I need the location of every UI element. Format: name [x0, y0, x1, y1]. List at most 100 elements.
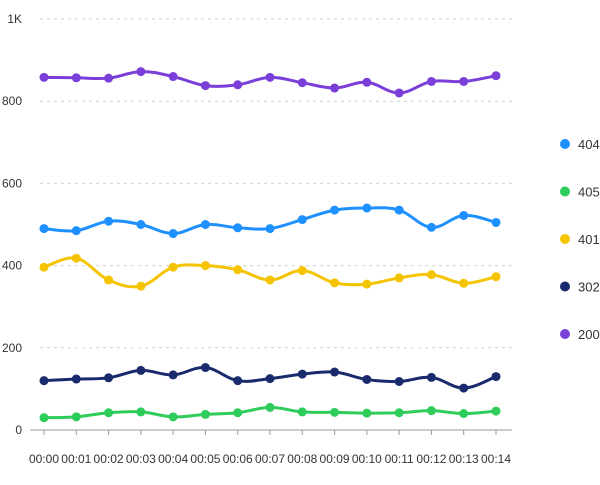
data-point[interactable]: [362, 374, 372, 384]
y-tick-label: 800: [2, 94, 22, 108]
legend-item-405[interactable]: 405: [560, 185, 600, 200]
data-point[interactable]: [104, 373, 114, 383]
data-point[interactable]: [330, 205, 340, 215]
data-point[interactable]: [265, 72, 275, 82]
data-point[interactable]: [426, 76, 436, 86]
data-point[interactable]: [426, 270, 436, 280]
data-point[interactable]: [265, 224, 275, 234]
data-point[interactable]: [39, 376, 49, 386]
data-point[interactable]: [297, 78, 307, 88]
data-point[interactable]: [104, 216, 114, 226]
data-point[interactable]: [39, 224, 49, 234]
data-point[interactable]: [362, 408, 372, 418]
x-tick-label: 00:03: [126, 452, 156, 466]
x-tick-label: 00:05: [190, 452, 220, 466]
x-tick-label: 00:10: [352, 452, 382, 466]
legend-label: 404: [578, 137, 600, 152]
data-point[interactable]: [71, 374, 81, 384]
data-point[interactable]: [168, 412, 178, 422]
data-point[interactable]: [104, 275, 114, 285]
legend-item-401[interactable]: 401: [560, 232, 600, 247]
data-point[interactable]: [459, 409, 469, 419]
data-point[interactable]: [491, 217, 501, 227]
data-point[interactable]: [265, 402, 275, 412]
data-point[interactable]: [491, 272, 501, 282]
series-layer: [39, 67, 501, 423]
data-point[interactable]: [330, 407, 340, 417]
data-point[interactable]: [71, 73, 81, 83]
data-point[interactable]: [39, 262, 49, 272]
data-point[interactable]: [168, 370, 178, 380]
y-tick-label: 200: [2, 341, 22, 355]
data-point[interactable]: [200, 220, 210, 229]
y-tick-label: 0: [15, 423, 22, 437]
data-point[interactable]: [394, 377, 404, 387]
data-point[interactable]: [168, 229, 178, 239]
legend-item-404[interactable]: 404: [560, 137, 600, 152]
data-point[interactable]: [200, 409, 210, 419]
data-point[interactable]: [233, 265, 243, 275]
data-point[interactable]: [168, 72, 178, 82]
data-point[interactable]: [265, 374, 275, 384]
data-point[interactable]: [330, 367, 340, 377]
x-tick-label: 00:08: [287, 452, 317, 466]
data-point[interactable]: [200, 261, 210, 271]
data-point[interactable]: [426, 222, 436, 232]
legend-marker: [560, 281, 570, 292]
data-point[interactable]: [459, 278, 469, 288]
data-point[interactable]: [39, 413, 49, 423]
data-point[interactable]: [136, 281, 146, 291]
data-point[interactable]: [426, 406, 436, 416]
data-point[interactable]: [71, 226, 81, 236]
data-point[interactable]: [136, 407, 146, 417]
data-point[interactable]: [297, 369, 307, 379]
data-point[interactable]: [459, 76, 469, 86]
data-point[interactable]: [39, 72, 49, 82]
data-point[interactable]: [362, 279, 372, 289]
data-point[interactable]: [297, 215, 307, 225]
data-point[interactable]: [71, 253, 81, 263]
data-point[interactable]: [233, 376, 243, 386]
data-point[interactable]: [491, 406, 501, 416]
data-point[interactable]: [200, 81, 210, 91]
data-point[interactable]: [233, 408, 243, 418]
data-point[interactable]: [200, 363, 210, 373]
data-point[interactable]: [459, 210, 469, 220]
x-tick-label: 00:07: [255, 452, 285, 466]
data-point[interactable]: [136, 220, 146, 229]
data-point[interactable]: [426, 372, 436, 382]
data-point[interactable]: [491, 372, 501, 382]
data-point[interactable]: [491, 71, 501, 81]
legend-item-302[interactable]: 302: [560, 280, 600, 295]
data-point[interactable]: [168, 262, 178, 272]
data-point[interactable]: [136, 67, 146, 77]
data-point[interactable]: [394, 273, 404, 283]
data-point[interactable]: [330, 83, 340, 93]
data-point[interactable]: [394, 408, 404, 418]
data-point[interactable]: [459, 383, 469, 393]
legend-marker: [560, 234, 570, 244]
x-tick-label: 00:04: [158, 452, 188, 466]
data-point[interactable]: [362, 77, 372, 87]
legend-marker: [560, 329, 570, 339]
data-point[interactable]: [233, 80, 243, 90]
data-point[interactable]: [136, 365, 146, 375]
data-point[interactable]: [104, 73, 114, 83]
axis-layer: 0 200 400 600 800 1K 00:00 00:01 00:02 00:03 00:04…: [2, 12, 512, 466]
data-point[interactable]: [362, 203, 372, 213]
legend-item-200[interactable]: 200: [560, 327, 600, 342]
data-point[interactable]: [330, 278, 340, 288]
data-point[interactable]: [104, 408, 114, 418]
data-point[interactable]: [394, 88, 404, 98]
data-point[interactable]: [265, 275, 275, 285]
data-point[interactable]: [233, 223, 243, 233]
data-point[interactable]: [394, 205, 404, 215]
data-point[interactable]: [297, 266, 307, 276]
legend[interactable]: 404 405 401 302 200: [560, 137, 600, 342]
y-tick-label: 600: [2, 176, 22, 190]
data-point[interactable]: [297, 407, 307, 417]
x-tick-label: 00:13: [449, 452, 479, 466]
data-point[interactable]: [71, 412, 81, 422]
